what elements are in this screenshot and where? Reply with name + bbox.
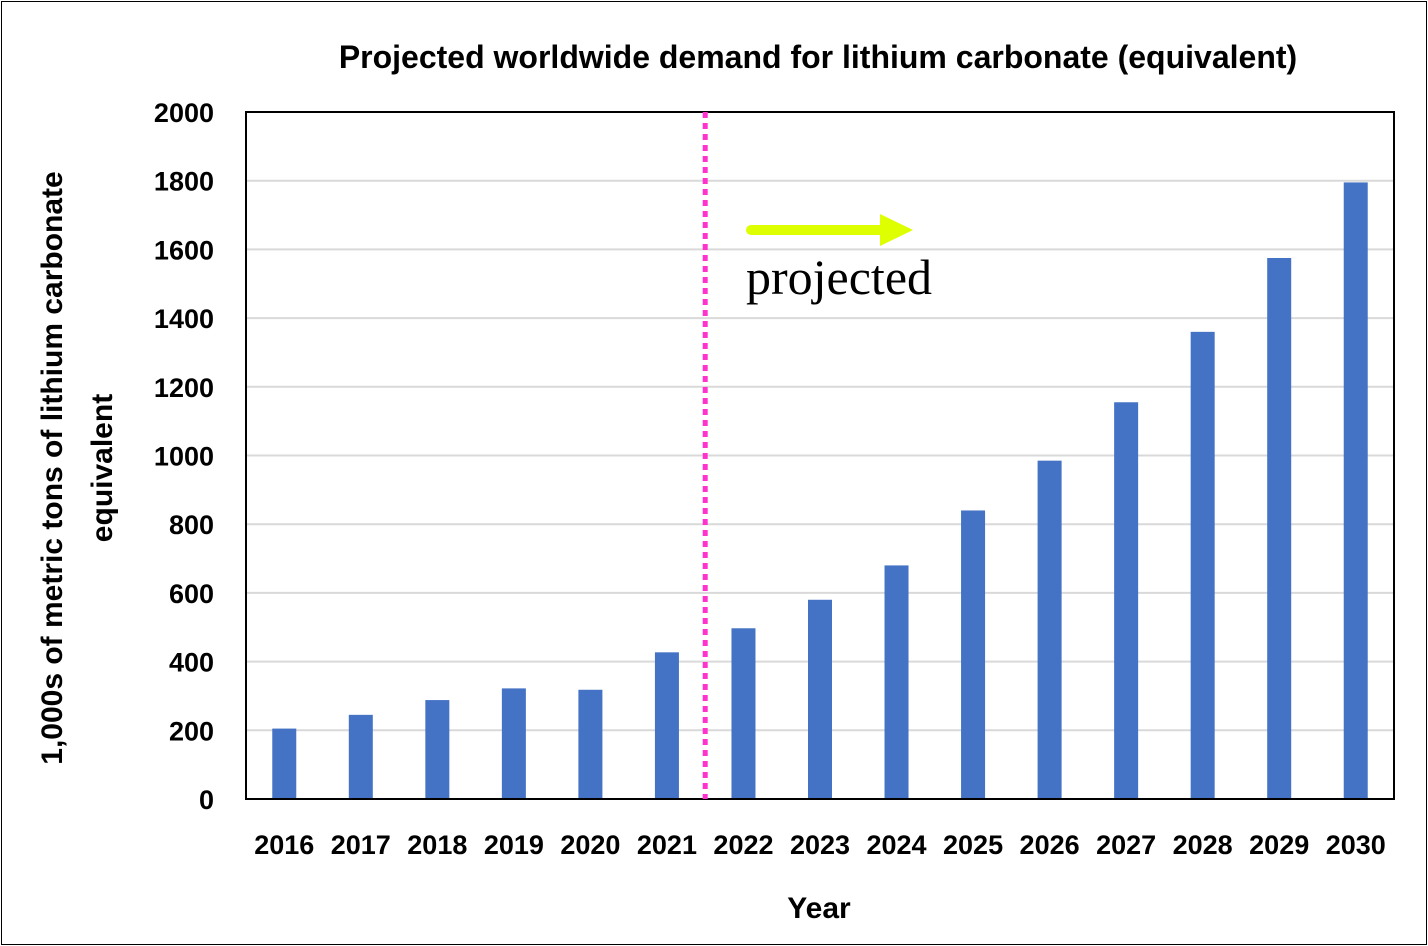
x-tick-label: 2018 — [407, 830, 467, 860]
bar-2018 — [425, 700, 450, 799]
y-tick-label: 1800 — [154, 167, 214, 197]
x-axis-label: Year — [787, 892, 851, 925]
bar-2026 — [1037, 460, 1062, 799]
bar-2028 — [1190, 331, 1215, 799]
y-tick-label: 2000 — [154, 98, 214, 128]
bar-2020 — [578, 689, 603, 799]
y-axis-label: 1,000s of metric tons of lithium carbona… — [36, 171, 119, 764]
plot-area-border — [245, 111, 1395, 800]
x-tick-label: 2024 — [866, 830, 926, 860]
bar-2022 — [731, 628, 756, 799]
projected-label: projected — [746, 249, 932, 305]
x-tick-label: 2029 — [1249, 830, 1309, 860]
bar-2024 — [884, 565, 909, 799]
x-tick-label: 2022 — [713, 830, 773, 860]
y-axis-label-line-1: 1,000s of metric tons of lithium carbona… — [36, 171, 69, 764]
chart-title: Projected worldwide demand for lithium c… — [339, 39, 1297, 75]
y-axis-label-line-2: equivalent — [86, 394, 119, 542]
x-tick-label: 2019 — [484, 830, 544, 860]
y-tick-label: 800 — [169, 510, 214, 540]
x-tick-label: 2027 — [1096, 830, 1156, 860]
x-tick-label: 2021 — [637, 830, 697, 860]
y-tick-label: 600 — [169, 579, 214, 609]
x-tick-label: 2026 — [1020, 830, 1080, 860]
bar-2029 — [1267, 257, 1292, 799]
y-tick-label: 1400 — [154, 304, 214, 334]
y-tick-label: 1200 — [154, 373, 214, 403]
x-tick-label: 2025 — [943, 830, 1003, 860]
y-tick-label: 0 — [199, 785, 214, 815]
projected-annotation: projected — [746, 214, 932, 305]
bars — [272, 182, 1368, 800]
bar-2025 — [961, 510, 986, 799]
y-tick-labels: 0 200 400 600 800 1000 1200 1400 1600 1800 2000 — [154, 98, 214, 815]
y-tick-label: 200 — [169, 716, 214, 746]
x-tick-label: 2030 — [1326, 830, 1386, 860]
x-tick-label: 2020 — [560, 830, 620, 860]
bar-2019 — [501, 688, 526, 799]
x-tick-label: 2028 — [1173, 830, 1233, 860]
bar-2027 — [1114, 402, 1139, 799]
bar-2030 — [1343, 182, 1368, 800]
y-tick-label: 400 — [169, 648, 214, 678]
bar-2021 — [654, 652, 679, 799]
x-tick-label: 2016 — [254, 830, 314, 860]
x-tick-label: 2017 — [331, 830, 391, 860]
bar-2017 — [348, 714, 373, 799]
x-tick-labels: 2016 2017 2018 2019 2020 2021 2022 2023 2024 2025… — [254, 830, 1386, 860]
y-tick-label: 1000 — [154, 442, 214, 472]
projection-arrow-icon — [880, 214, 913, 246]
bar-2023 — [808, 599, 832, 799]
bar-2016 — [272, 728, 297, 799]
x-tick-label: 2023 — [790, 830, 850, 860]
y-tick-label: 1600 — [154, 235, 214, 265]
